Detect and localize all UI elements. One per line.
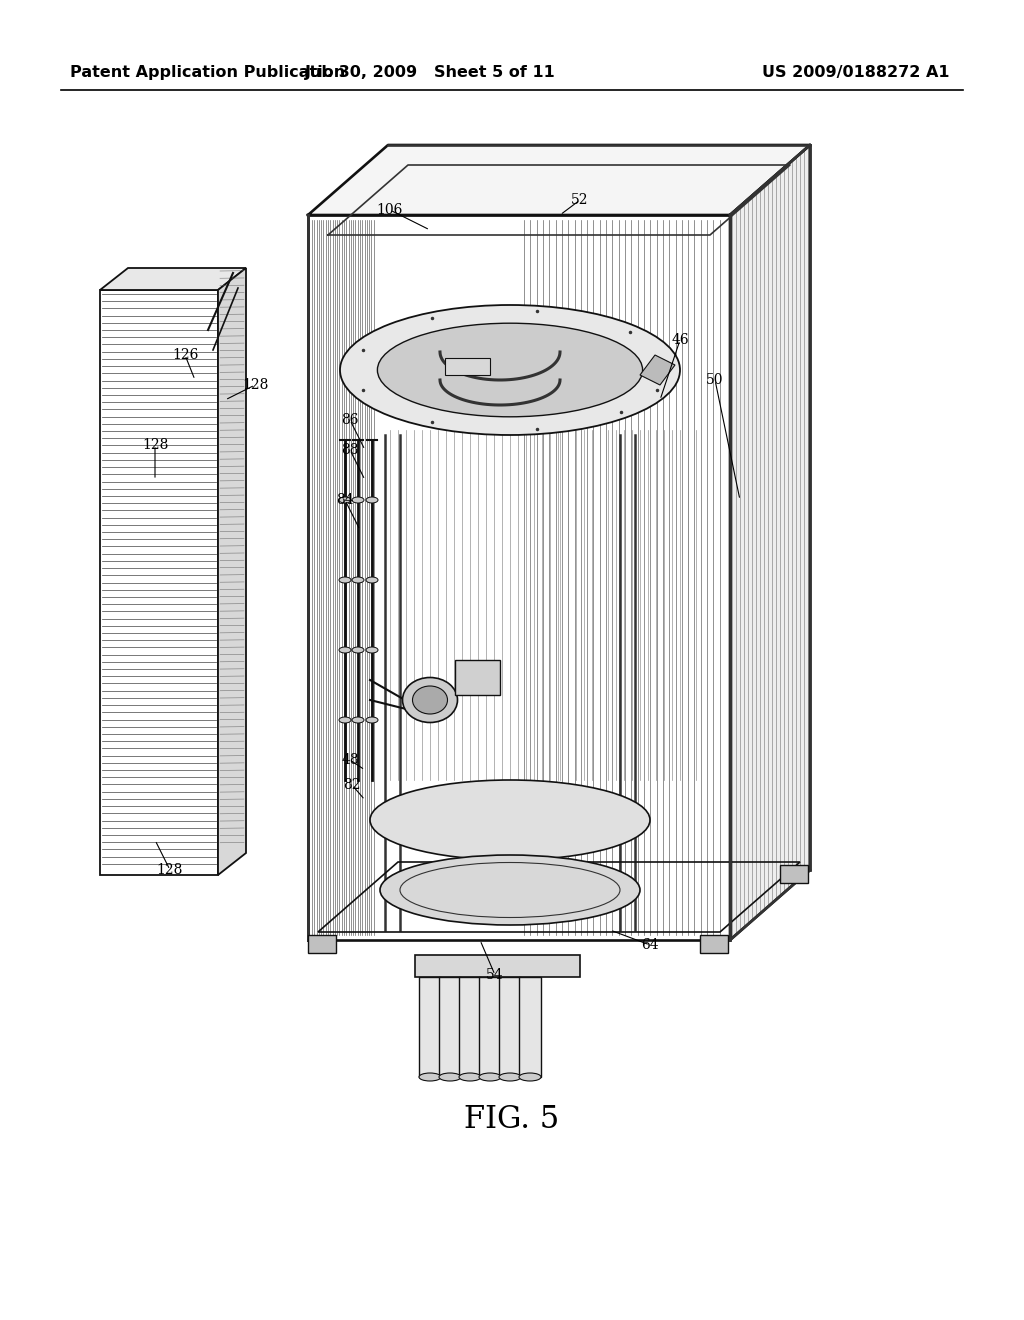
- Ellipse shape: [370, 780, 650, 861]
- Ellipse shape: [459, 1073, 481, 1081]
- Bar: [519, 977, 541, 1077]
- Bar: [455, 660, 500, 696]
- Text: 54: 54: [486, 968, 504, 982]
- Bar: [459, 977, 481, 1077]
- Ellipse shape: [366, 717, 378, 723]
- Text: 128: 128: [141, 438, 168, 451]
- Text: 106: 106: [377, 203, 403, 216]
- Polygon shape: [640, 355, 675, 385]
- Text: 82: 82: [343, 777, 360, 792]
- Polygon shape: [415, 954, 580, 977]
- Text: 46: 46: [671, 333, 689, 347]
- Ellipse shape: [352, 717, 364, 723]
- Text: 86: 86: [341, 413, 358, 426]
- Text: 126: 126: [172, 348, 199, 362]
- Ellipse shape: [402, 677, 458, 722]
- Bar: [439, 977, 461, 1077]
- Ellipse shape: [366, 577, 378, 583]
- Text: 128: 128: [242, 378, 268, 392]
- Ellipse shape: [340, 305, 680, 436]
- Ellipse shape: [339, 717, 351, 723]
- Ellipse shape: [499, 1073, 521, 1081]
- Bar: [419, 977, 441, 1077]
- Bar: [499, 977, 521, 1077]
- Ellipse shape: [378, 323, 643, 417]
- Ellipse shape: [413, 686, 447, 714]
- Polygon shape: [218, 268, 246, 875]
- Polygon shape: [730, 145, 810, 940]
- Ellipse shape: [352, 647, 364, 653]
- Polygon shape: [100, 290, 218, 875]
- Ellipse shape: [339, 498, 351, 503]
- Text: 128: 128: [157, 863, 183, 876]
- Text: 48: 48: [341, 752, 358, 767]
- Polygon shape: [308, 215, 730, 940]
- Ellipse shape: [380, 855, 640, 925]
- Ellipse shape: [419, 1073, 441, 1081]
- Text: 50: 50: [707, 374, 724, 387]
- Text: US 2009/0188272 A1: US 2009/0188272 A1: [763, 65, 950, 79]
- Text: 88: 88: [341, 444, 358, 457]
- Text: Jul. 30, 2009   Sheet 5 of 11: Jul. 30, 2009 Sheet 5 of 11: [304, 65, 555, 79]
- Ellipse shape: [479, 1073, 501, 1081]
- Polygon shape: [100, 268, 246, 290]
- Ellipse shape: [339, 577, 351, 583]
- Bar: [479, 977, 501, 1077]
- Text: Patent Application Publication: Patent Application Publication: [70, 65, 345, 79]
- Ellipse shape: [352, 577, 364, 583]
- Ellipse shape: [366, 498, 378, 503]
- Text: 84: 84: [336, 492, 354, 507]
- Text: 64: 64: [641, 939, 658, 952]
- Bar: [780, 865, 808, 883]
- Bar: [308, 935, 336, 953]
- Ellipse shape: [339, 647, 351, 653]
- Ellipse shape: [366, 647, 378, 653]
- Ellipse shape: [352, 498, 364, 503]
- Polygon shape: [308, 145, 810, 215]
- Text: FIG. 5: FIG. 5: [464, 1105, 560, 1135]
- Text: 52: 52: [571, 193, 589, 207]
- Polygon shape: [445, 358, 490, 375]
- Ellipse shape: [439, 1073, 461, 1081]
- Ellipse shape: [519, 1073, 541, 1081]
- Bar: [700, 935, 728, 953]
